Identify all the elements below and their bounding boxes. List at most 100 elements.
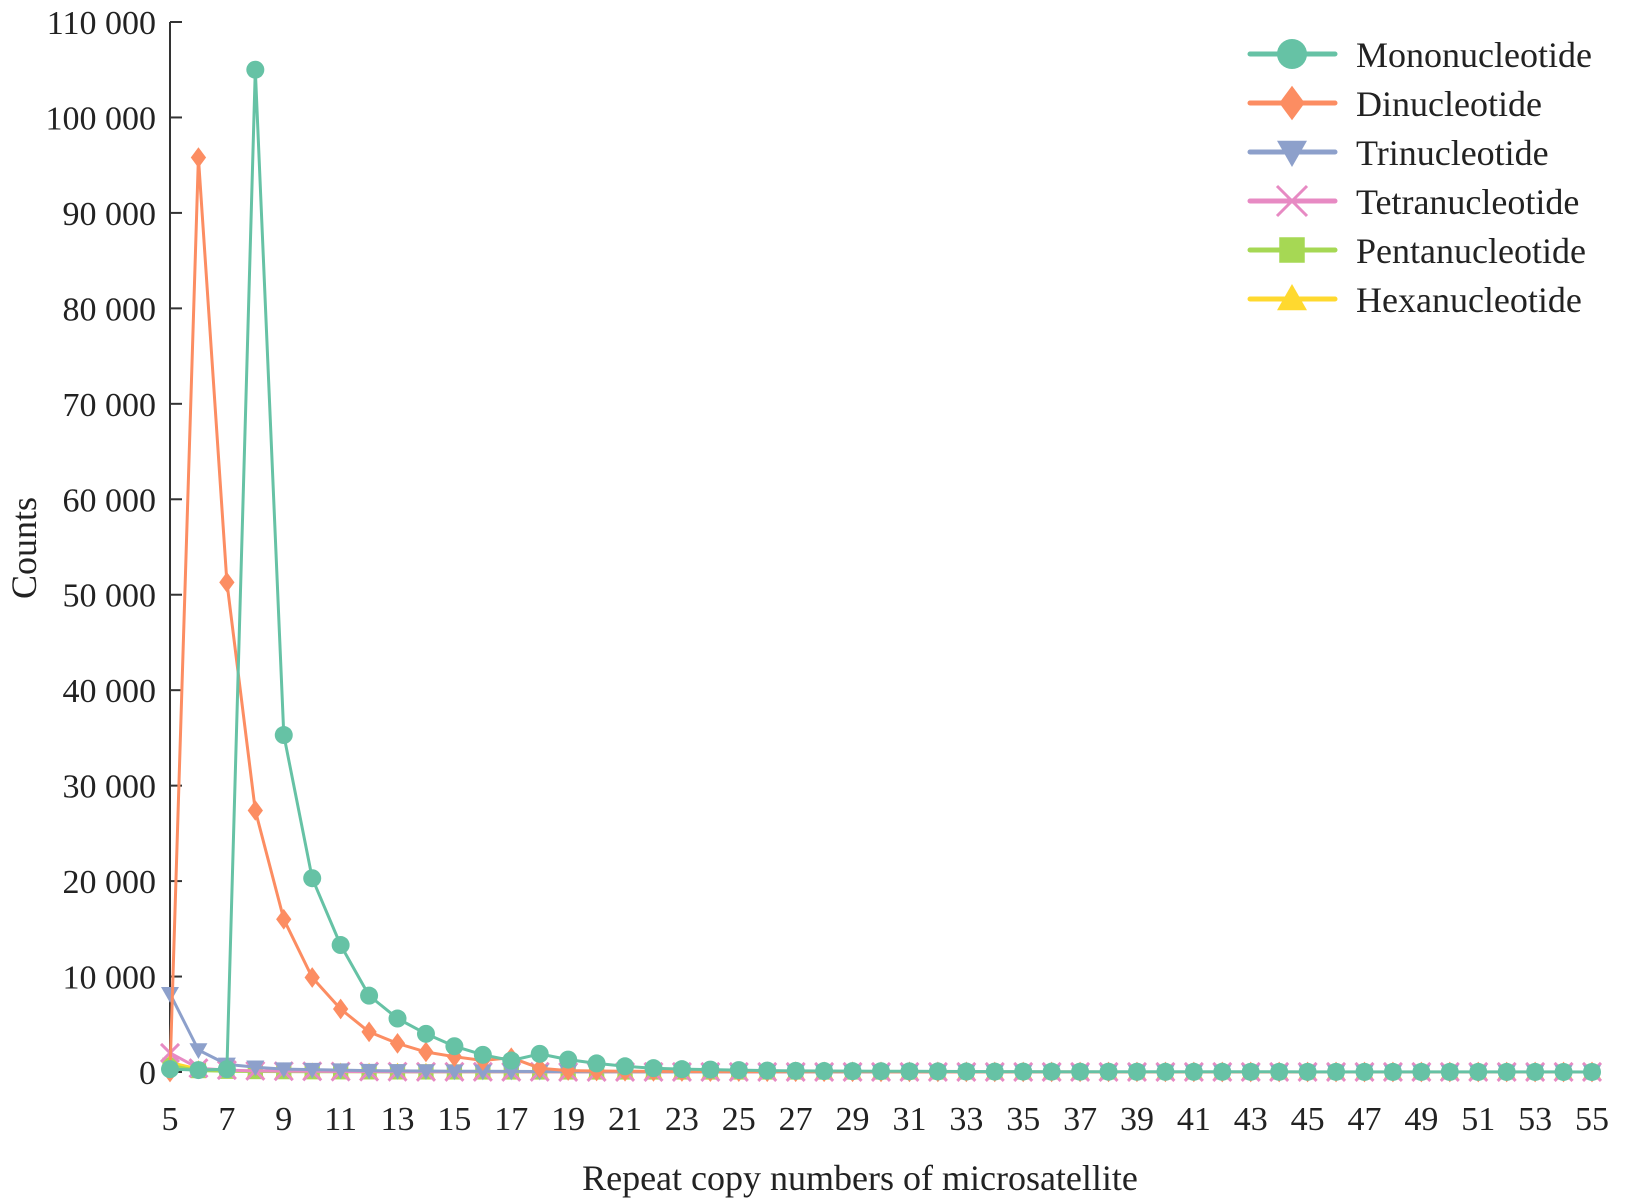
data-point-mononucleotide [559, 1050, 578, 1069]
y-axis-title: Counts [4, 497, 44, 599]
legend-marker [1275, 184, 1309, 218]
x-tick-label: 21 [608, 1101, 642, 1138]
legend-marker [1277, 284, 1307, 311]
y-tick-label: 100 000 [46, 100, 157, 137]
legend-label: Hexanucleotide [1356, 280, 1582, 320]
data-point-mononucleotide [360, 986, 379, 1005]
y-tick-label: 30 000 [63, 769, 157, 806]
data-point-mononucleotide [815, 1062, 834, 1081]
data-point-dinucleotide [446, 1046, 463, 1068]
data-point-trinucleotide [360, 1063, 379, 1080]
x-tick-label: 11 [324, 1101, 357, 1138]
data-point-mononucleotide [1241, 1062, 1260, 1081]
data-point-mononucleotide [1469, 1062, 1488, 1081]
series-mononucleotide [161, 60, 1601, 1081]
data-point-mononucleotide [1213, 1062, 1232, 1081]
data-point-mononucleotide [616, 1057, 635, 1076]
data-point-mononucleotide [985, 1062, 1004, 1081]
x-tick-label: 37 [1063, 1101, 1097, 1138]
legend-item-hexanucleotide: Hexanucleotide [1247, 280, 1582, 320]
data-point-mononucleotide [331, 936, 350, 955]
data-point-mononucleotide [786, 1061, 805, 1080]
y-tick-label: 40 000 [63, 673, 157, 710]
x-tick-label: 43 [1234, 1101, 1268, 1138]
legend-label: Pentanucleotide [1356, 231, 1586, 271]
x-tick-label: 17 [494, 1101, 528, 1138]
x-tick-label: 13 [381, 1101, 415, 1138]
data-point-mononucleotide [388, 1009, 407, 1028]
data-point-mononucleotide [161, 1060, 179, 1079]
x-tick-label: 5 [162, 1101, 179, 1138]
x-tick-label: 27 [779, 1101, 813, 1138]
data-point-mononucleotide [928, 1062, 947, 1081]
data-point-trinucleotide [416, 1064, 435, 1081]
legend-item-tetranucleotide: Tetranucleotide [1247, 182, 1579, 222]
data-point-trinucleotide [388, 1064, 407, 1080]
x-tick-label: 33 [949, 1101, 983, 1138]
data-point-dinucleotide [247, 800, 263, 821]
x-tick-label: 9 [275, 1101, 292, 1138]
data-point-mononucleotide [1526, 1062, 1545, 1081]
data-point-trinucleotide [246, 1060, 265, 1077]
x-ticks: 5 7 9 11 13 15 17 19 21 23 25 27 29 31 33 35 37 39 41 43 45 4… [162, 1101, 1610, 1138]
data-point-mononucleotide [1497, 1062, 1516, 1081]
data-point-trinucleotide [161, 986, 179, 1003]
y-tick-label: 90 000 [63, 196, 157, 233]
x-tick-label: 23 [665, 1101, 699, 1138]
y-tick-label: 70 000 [63, 387, 157, 424]
data-point-mononucleotide [274, 726, 293, 745]
data-point-trinucleotide [445, 1064, 464, 1081]
y-tick-label: 60 000 [63, 482, 157, 519]
data-point-mononucleotide [1412, 1062, 1431, 1081]
data-point-mononucleotide [672, 1060, 691, 1079]
data-point-trinucleotide [303, 1062, 322, 1079]
y-tick-label: 10 000 [63, 960, 157, 997]
legend-label: Mononucleotide [1356, 35, 1592, 75]
y-ticks: 0 10 000 20 000 30 000 40 000 50 000 60 000 70 … [46, 5, 182, 1092]
data-point-dinucleotide [332, 998, 349, 1020]
data-point-mononucleotide [1184, 1062, 1203, 1081]
data-point-dinucleotide [276, 908, 292, 930]
x-tick-label: 47 [1347, 1101, 1381, 1138]
legend-label: Trinucleotide [1356, 133, 1549, 173]
data-point-mononucleotide [1327, 1062, 1346, 1081]
data-point-mononucleotide [416, 1024, 435, 1043]
data-point-dinucleotide [190, 147, 207, 168]
data-point-mononucleotide [189, 1061, 208, 1080]
data-point-dinucleotide [418, 1041, 434, 1063]
data-point-mononucleotide [729, 1061, 748, 1080]
data-point-trinucleotide [502, 1064, 521, 1081]
data-point-dinucleotide [219, 571, 235, 593]
data-point-mononucleotide [701, 1060, 720, 1079]
legend-marker [1277, 140, 1307, 167]
data-point-trinucleotide [274, 1062, 293, 1079]
data-point-dinucleotide [304, 967, 320, 988]
data-point-mononucleotide [303, 869, 322, 888]
data-point-dinucleotide [532, 1057, 548, 1079]
data-point-mononucleotide [957, 1062, 976, 1081]
data-point-mononucleotide [1042, 1062, 1061, 1081]
data-point-mononucleotide [502, 1051, 521, 1070]
legend-item-mononucleotide: Mononucleotide [1247, 35, 1592, 75]
x-tick-label: 31 [892, 1101, 926, 1138]
data-point-trinucleotide [473, 1064, 492, 1081]
x-tick-label: 51 [1461, 1101, 1495, 1138]
plot-area [159, 60, 1603, 1083]
legend-item-trinucleotide: Trinucleotide [1247, 133, 1549, 173]
data-point-mononucleotide [758, 1061, 777, 1080]
data-point-mononucleotide [473, 1045, 492, 1064]
legend-marker [1279, 237, 1305, 263]
data-point-mononucleotide [843, 1062, 862, 1081]
x-tick-label: 55 [1575, 1101, 1609, 1138]
legend-item-pentanucleotide: Pentanucleotide [1247, 231, 1586, 271]
data-point-mononucleotide [1014, 1062, 1033, 1081]
data-point-mononucleotide [1583, 1062, 1601, 1081]
y-tick-label: 0 [139, 1055, 156, 1092]
legend-label: Dinucleotide [1356, 84, 1542, 124]
legend-marker [1277, 39, 1307, 69]
data-point-mononucleotide [900, 1062, 919, 1081]
data-point-mononucleotide [445, 1037, 464, 1056]
data-point-trinucleotide [331, 1063, 350, 1080]
legend-marker [1279, 85, 1305, 121]
